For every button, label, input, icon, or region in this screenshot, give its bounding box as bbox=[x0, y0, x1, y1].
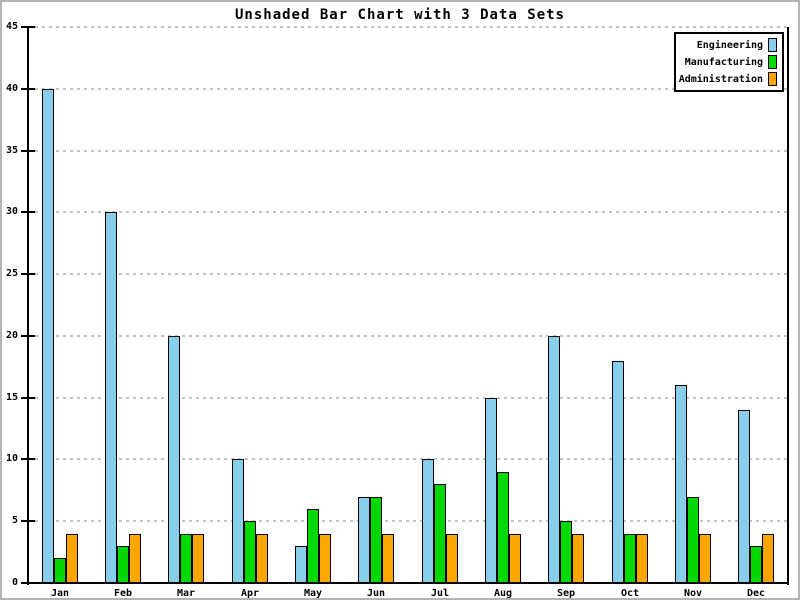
x-axis bbox=[21, 582, 789, 584]
bar-engineering-sep bbox=[548, 336, 560, 583]
x-axis-label-jul: Jul bbox=[430, 588, 450, 599]
x-axis-label-apr: Apr bbox=[240, 588, 260, 599]
bar-manufacturing-dec bbox=[750, 546, 762, 583]
bar-administration-jul bbox=[446, 534, 458, 583]
legend-swatch-manufacturing bbox=[768, 55, 777, 69]
x-axis-label-jun: Jun bbox=[366, 588, 386, 599]
legend-label-manufacturing: Manufacturing bbox=[684, 56, 763, 68]
bar-manufacturing-jul bbox=[434, 484, 446, 583]
legend-swatch-administration bbox=[768, 72, 777, 86]
bar-engineering-jul bbox=[422, 459, 434, 583]
gridline-10 bbox=[28, 458, 788, 461]
x-axis-label-sep: Sep bbox=[556, 588, 576, 599]
legend: Engineering Manufacturing Administration bbox=[674, 32, 784, 92]
bar-engineering-aug bbox=[485, 398, 497, 583]
bar-administration-may bbox=[319, 534, 331, 583]
bar-administration-jan bbox=[66, 534, 78, 583]
bar-engineering-apr bbox=[232, 459, 244, 583]
gridline-5 bbox=[28, 520, 788, 523]
bar-administration-aug bbox=[509, 534, 521, 583]
gridline-45 bbox=[28, 26, 788, 28]
y-axis bbox=[27, 27, 29, 585]
bar-manufacturing-feb bbox=[117, 546, 129, 583]
x-axis-label-mar: Mar bbox=[176, 588, 196, 599]
bar-engineering-jan bbox=[42, 89, 54, 583]
legend-label-administration: Administration bbox=[678, 73, 763, 85]
gridline-25 bbox=[28, 273, 788, 276]
bar-administration-apr bbox=[256, 534, 268, 583]
bar-engineering-mar bbox=[168, 336, 180, 583]
legend-swatch-engineering bbox=[768, 38, 777, 52]
bar-manufacturing-oct bbox=[624, 534, 636, 583]
bar-manufacturing-may bbox=[307, 509, 319, 583]
y-axis-label-25: 25 bbox=[5, 268, 18, 280]
y-axis-label-15: 15 bbox=[5, 391, 18, 403]
bar-administration-sep bbox=[572, 534, 584, 583]
y-axis-label-45: 45 bbox=[5, 21, 18, 32]
x-axis-label-may: May bbox=[303, 588, 323, 599]
y-axis-label-40: 40 bbox=[5, 82, 18, 94]
legend-item-engineering: Engineering bbox=[681, 38, 777, 52]
y-axis-label-10: 10 bbox=[5, 453, 18, 465]
bar-manufacturing-mar bbox=[180, 534, 192, 583]
gridline-35 bbox=[28, 149, 788, 152]
x-axis-label-nov: Nov bbox=[683, 588, 703, 599]
y-axis-label-35: 35 bbox=[5, 144, 18, 156]
legend-item-manufacturing: Manufacturing bbox=[681, 55, 777, 69]
y-axis-label-0: 0 bbox=[11, 577, 18, 588]
bar-manufacturing-aug bbox=[497, 472, 509, 583]
legend-label-engineering: Engineering bbox=[696, 39, 763, 51]
bar-engineering-dec bbox=[738, 410, 750, 583]
bar-manufacturing-jan bbox=[54, 558, 66, 583]
bar-administration-oct bbox=[636, 534, 648, 583]
y-axis-label-30: 30 bbox=[5, 206, 18, 218]
gridline-20 bbox=[28, 334, 788, 337]
bar-engineering-jun bbox=[358, 497, 370, 583]
bar-manufacturing-apr bbox=[244, 521, 256, 583]
bar-manufacturing-nov bbox=[687, 497, 699, 583]
y-axis-label-20: 20 bbox=[5, 329, 18, 341]
chart-title: Unshaded Bar Chart with 3 Data Sets bbox=[234, 7, 565, 23]
legend-item-administration: Administration bbox=[678, 72, 777, 86]
bar-engineering-feb bbox=[105, 212, 117, 583]
bar-manufacturing-sep bbox=[560, 521, 572, 583]
x-axis-label-jan: Jan bbox=[50, 588, 70, 599]
bar-administration-feb bbox=[129, 534, 141, 583]
bar-administration-jun bbox=[382, 534, 394, 583]
bar-engineering-oct bbox=[612, 361, 624, 583]
bar-administration-mar bbox=[192, 534, 204, 583]
bar-manufacturing-jun bbox=[370, 497, 382, 583]
x-axis-label-feb: Feb bbox=[113, 588, 133, 599]
bar-administration-dec bbox=[762, 534, 774, 583]
bar-engineering-may bbox=[295, 546, 307, 583]
gridline-30 bbox=[28, 211, 788, 214]
gridline-40 bbox=[28, 87, 788, 90]
bar-administration-nov bbox=[699, 534, 711, 583]
gridline-15 bbox=[28, 396, 788, 399]
plot-right-border bbox=[787, 27, 789, 585]
x-axis-label-dec: Dec bbox=[746, 588, 766, 599]
x-axis-label-oct: Oct bbox=[620, 588, 640, 599]
bar-engineering-nov bbox=[675, 385, 687, 583]
y-axis-label-5: 5 bbox=[11, 515, 18, 527]
x-axis-label-aug: Aug bbox=[493, 588, 513, 599]
